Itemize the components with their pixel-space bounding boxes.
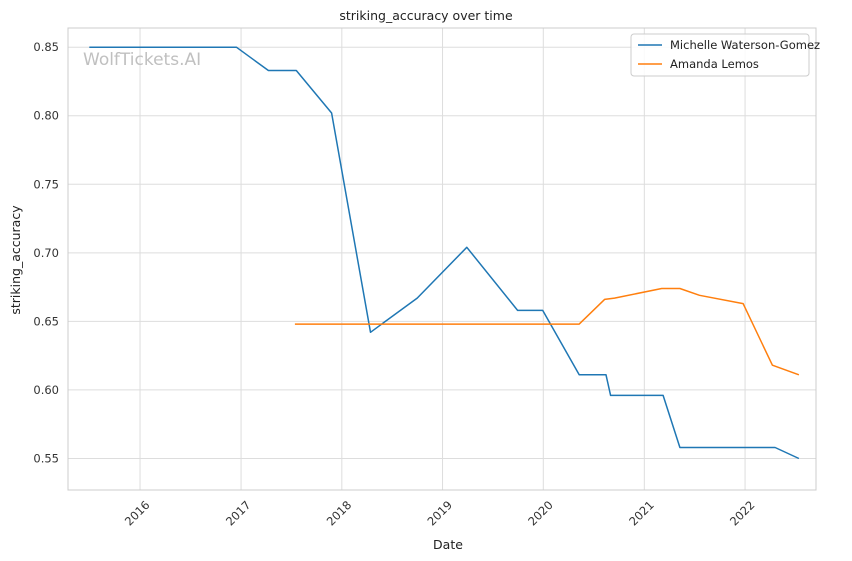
legend-label-series-2: Amanda Lemos [670,57,759,71]
x-axis-label: Date [433,537,463,552]
y-tick-label: 0.75 [33,177,59,191]
y-axis-label: striking_accuracy [8,205,23,315]
series-line-1 [89,46,800,460]
grid [68,28,816,490]
series-line-2 [294,287,800,376]
y-tick-label: 0.60 [33,383,59,397]
y-tick-label: 0.85 [33,40,59,54]
y-tick-label: 0.80 [33,109,59,123]
y-tick-label: 0.55 [33,451,59,465]
y-tick-label: 0.70 [33,246,59,260]
y-tick-label: 0.65 [33,314,59,328]
chart-title: striking_accuracy over time [339,8,513,23]
watermark: WolfTickets.AI [83,50,201,70]
series-layer [89,46,800,460]
plot-frame [67,27,817,491]
legend-label-series-1: Michelle Waterson-Gomez [670,38,820,52]
legend: Michelle Waterson-Gomez Amanda Lemos [630,33,820,77]
legend-box [630,33,810,77]
